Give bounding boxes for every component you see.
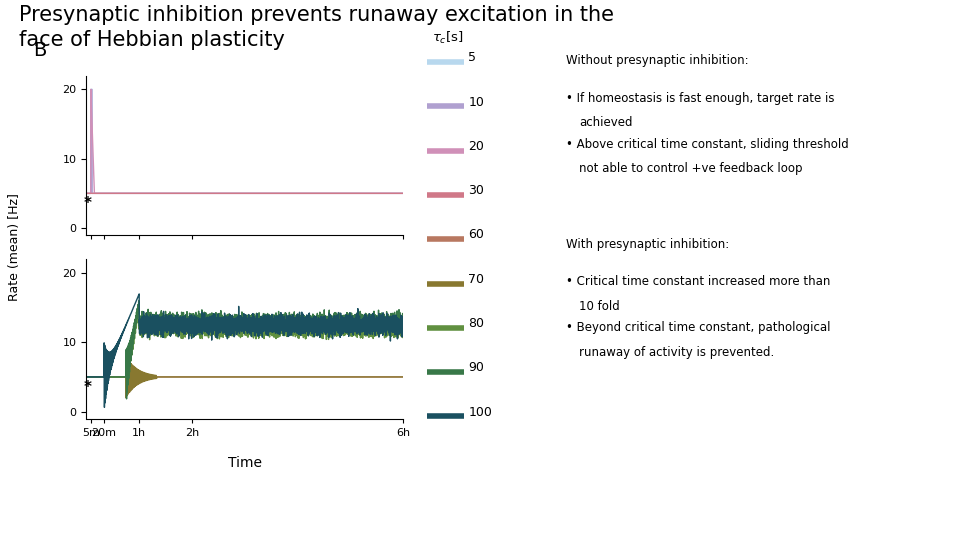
Text: *: *: [84, 196, 91, 211]
Text: Presynaptic inhibition prevents runaway excitation in the
face of Hebbian plasti: Presynaptic inhibition prevents runaway …: [19, 5, 614, 50]
Text: 10 fold: 10 fold: [579, 300, 619, 313]
Text: $\tau_c$[s]: $\tau_c$[s]: [432, 30, 464, 46]
Text: • Beyond critical time constant, pathological: • Beyond critical time constant, patholo…: [566, 321, 831, 334]
Text: *: *: [84, 380, 91, 395]
Text: • If homeostasis is fast enough, target rate is: • If homeostasis is fast enough, target …: [566, 92, 835, 105]
Text: • Above critical time constant, sliding threshold: • Above critical time constant, sliding …: [566, 138, 850, 151]
Text: • Critical time constant increased more than: • Critical time constant increased more …: [566, 275, 830, 288]
Text: 100: 100: [468, 406, 492, 419]
Text: B: B: [34, 40, 47, 59]
Text: 30: 30: [468, 184, 485, 197]
Text: 60: 60: [468, 228, 485, 241]
Text: Time: Time: [228, 456, 262, 470]
Text: 70: 70: [468, 273, 485, 286]
Text: 10: 10: [468, 96, 485, 109]
Text: 5: 5: [468, 51, 476, 64]
Text: 90: 90: [468, 361, 485, 374]
Text: runaway of activity is prevented.: runaway of activity is prevented.: [579, 346, 774, 359]
Text: With presynaptic inhibition:: With presynaptic inhibition:: [566, 238, 730, 251]
Text: achieved: achieved: [579, 116, 633, 129]
Text: 20: 20: [468, 140, 485, 153]
Text: 80: 80: [468, 317, 485, 330]
Text: Without presynaptic inhibition:: Without presynaptic inhibition:: [566, 54, 749, 67]
Text: Rate (mean) [Hz]: Rate (mean) [Hz]: [8, 193, 21, 301]
Text: not able to control +ve feedback loop: not able to control +ve feedback loop: [579, 162, 803, 175]
